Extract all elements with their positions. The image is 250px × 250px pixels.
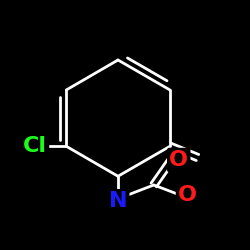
Text: O: O <box>178 185 197 205</box>
Text: N: N <box>109 191 127 211</box>
Text: Cl: Cl <box>23 136 47 156</box>
Text: O: O <box>169 150 188 170</box>
